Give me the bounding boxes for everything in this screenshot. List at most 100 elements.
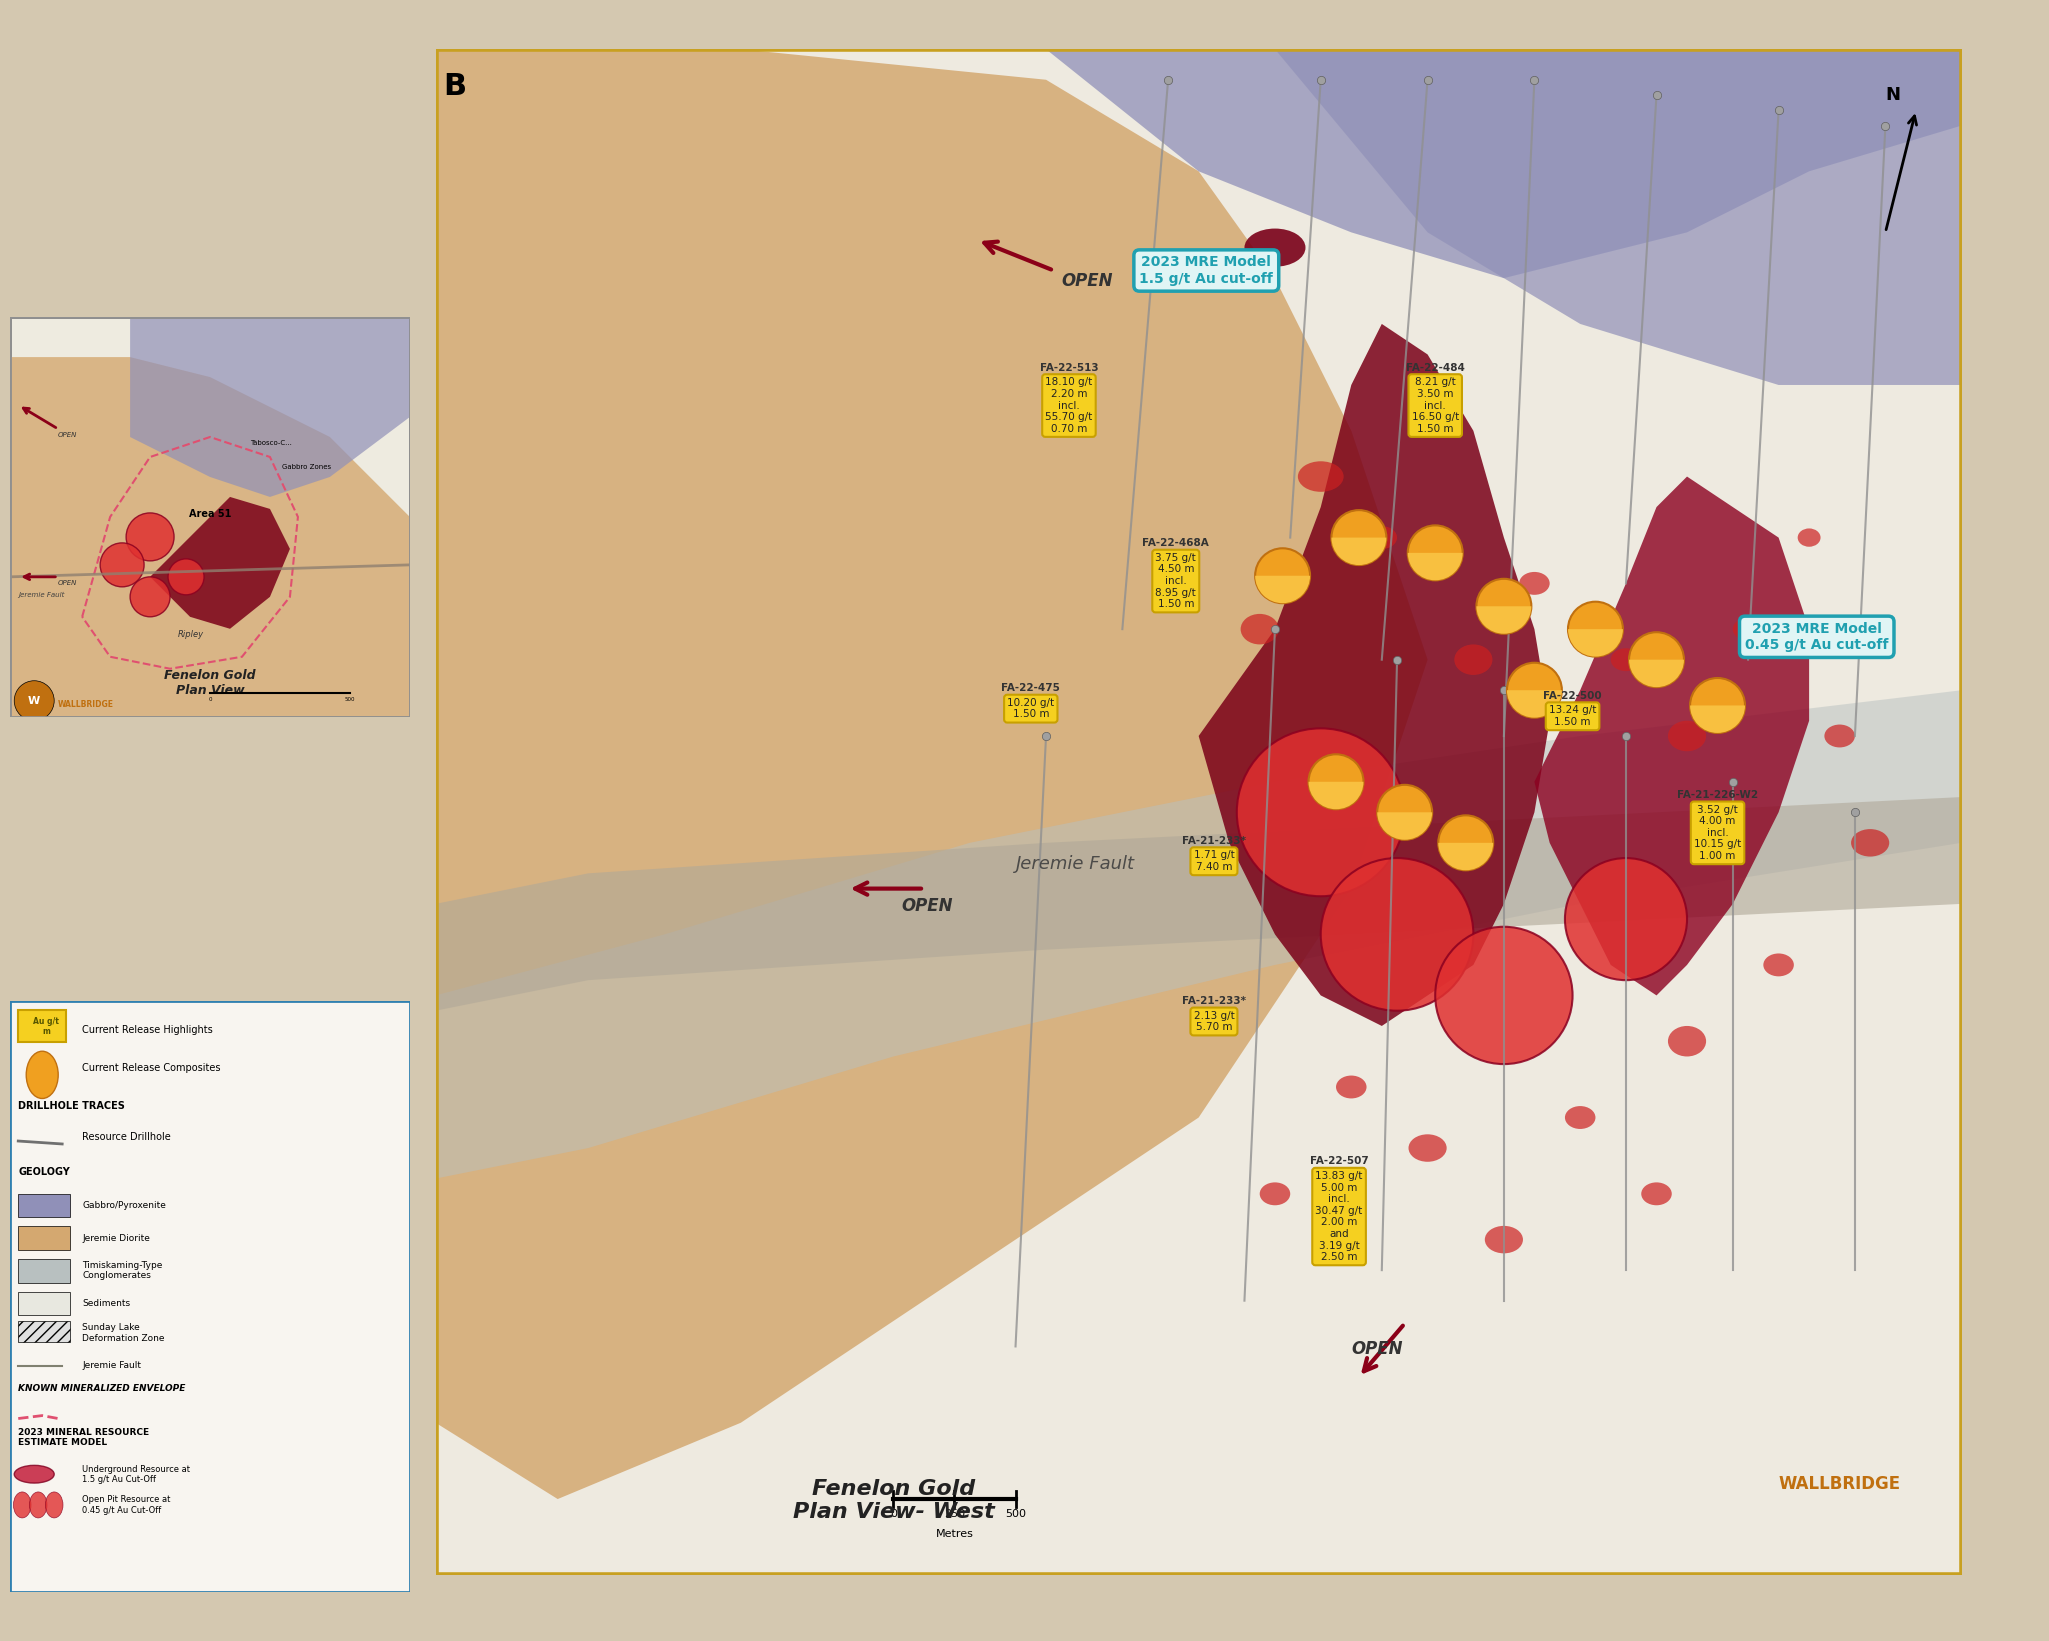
Wedge shape [1477,606,1531,633]
Ellipse shape [1565,1106,1596,1129]
Circle shape [1322,858,1473,1011]
Circle shape [14,681,53,720]
Circle shape [1434,927,1572,1063]
Bar [18,1259,70,1283]
Text: 13.83 g/t
5.00 m
incl.
30.47 g/t
2.00 m
and
3.19 g/t
2.50 m: 13.83 g/t 5.00 m incl. 30.47 g/t 2.00 m … [1315,1172,1363,1262]
Wedge shape [1377,812,1432,840]
Text: Metres: Metres [936,1529,973,1539]
Circle shape [1629,632,1684,688]
Polygon shape [1199,323,1549,1026]
Polygon shape [1535,476,1809,996]
Ellipse shape [1486,1226,1522,1254]
Ellipse shape [1367,527,1397,550]
Circle shape [1309,755,1363,809]
Text: 1.71 g/t
7.40 m: 1.71 g/t 7.40 m [1195,850,1233,871]
Text: 8.21 g/t
3.50 m
incl.
16.50 g/t
1.50 m: 8.21 g/t 3.50 m incl. 16.50 g/t 1.50 m [1412,377,1459,433]
Text: OPEN: OPEN [1061,272,1113,290]
Polygon shape [436,49,1961,1575]
Ellipse shape [14,1465,53,1483]
Text: W: W [29,696,41,706]
Circle shape [1477,579,1531,633]
Polygon shape [150,497,291,629]
Wedge shape [1438,843,1494,870]
Circle shape [1377,784,1432,840]
Text: 3.75 g/t
4.50 m
incl.
8.95 g/t
1.50 m: 3.75 g/t 4.50 m incl. 8.95 g/t 1.50 m [1156,553,1197,609]
Circle shape [127,514,174,561]
Text: 0: 0 [889,1510,897,1520]
Text: FA-21-226-W2: FA-21-226-W2 [1676,789,1758,801]
Ellipse shape [1797,528,1822,546]
Text: Underground Resource at
1.5 g/t Au Cut-Off: Underground Resource at 1.5 g/t Au Cut-O… [82,1464,191,1483]
Text: Current Release Composites: Current Release Composites [82,1063,221,1073]
Wedge shape [1567,629,1623,656]
Text: B: B [443,72,467,102]
Ellipse shape [1733,617,1764,640]
Polygon shape [10,358,410,717]
Wedge shape [1408,553,1463,581]
Bar [18,1009,66,1042]
Text: FA-22-513: FA-22-513 [1039,363,1098,373]
Circle shape [1332,510,1387,565]
Text: 0: 0 [209,697,211,702]
Circle shape [29,1492,47,1518]
Text: N: N [1885,85,1901,103]
Text: Gabbro Zones: Gabbro Zones [283,464,332,469]
Ellipse shape [1240,614,1279,645]
Text: OPEN: OPEN [902,898,953,916]
Text: FA-22-475: FA-22-475 [1002,683,1059,693]
Circle shape [1238,729,1406,896]
Circle shape [1690,678,1746,734]
Circle shape [1506,663,1561,717]
Ellipse shape [1611,648,1641,671]
Ellipse shape [1260,1183,1291,1204]
Circle shape [27,1052,57,1098]
Text: Sediments: Sediments [82,1298,131,1308]
Text: FA-22-484: FA-22-484 [1406,363,1465,373]
Text: WALLBRIDGE: WALLBRIDGE [57,699,115,709]
Text: Ripley: Ripley [178,630,205,638]
Text: Current Release Highlights: Current Release Highlights [82,1024,213,1034]
Circle shape [1256,548,1309,604]
Text: 2023 MRE Model
1.5 g/t Au cut-off: 2023 MRE Model 1.5 g/t Au cut-off [1139,256,1272,286]
Text: DRILLHOLE TRACES: DRILLHOLE TRACES [18,1101,125,1111]
Ellipse shape [1668,720,1707,752]
Text: 2023 MRE Model
0.45 g/t Au cut-off: 2023 MRE Model 0.45 g/t Au cut-off [1746,622,1889,651]
Text: Sunday Lake
Deformation Zone: Sunday Lake Deformation Zone [82,1323,164,1342]
Bar [18,1321,70,1342]
Wedge shape [1309,781,1363,809]
Text: OPEN: OPEN [57,579,78,586]
Text: 500: 500 [344,697,354,702]
Text: Open Pit Resource at
0.45 g/t Au Cut-Off: Open Pit Resource at 0.45 g/t Au Cut-Off [82,1495,170,1515]
Ellipse shape [1244,228,1305,267]
Text: Jeremie Fault: Jeremie Fault [1016,855,1135,873]
Wedge shape [1690,706,1746,734]
Text: Gabbro/Pyroxenite: Gabbro/Pyroxenite [82,1201,166,1209]
Text: 2.13 g/t
5.70 m: 2.13 g/t 5.70 m [1195,1011,1233,1032]
Text: 3.52 g/t
4.00 m
incl.
10.15 g/t
1.00 m: 3.52 g/t 4.00 m incl. 10.15 g/t 1.00 m [1695,804,1742,862]
Ellipse shape [1336,1075,1367,1098]
Ellipse shape [1518,573,1549,594]
Bar [18,1291,70,1314]
Text: KNOWN MINERALIZED ENVELOPE: KNOWN MINERALIZED ENVELOPE [18,1383,186,1393]
Text: Jeremie Fault: Jeremie Fault [18,592,66,597]
Text: Tabosco-C...: Tabosco-C... [250,440,291,446]
Text: 18.10 g/t
2.20 m
incl.
55.70 g/t
0.70 m: 18.10 g/t 2.20 m incl. 55.70 g/t 0.70 m [1045,377,1092,433]
Wedge shape [1332,538,1387,565]
Text: Jeremie Fault: Jeremie Fault [82,1360,141,1370]
Text: FA-22-500: FA-22-500 [1543,691,1602,701]
Text: Fenelon Gold
Plan View- West: Fenelon Gold Plan View- West [793,1479,994,1521]
Polygon shape [131,317,410,497]
Polygon shape [436,691,1961,1178]
Circle shape [14,1492,31,1518]
Text: Jeremie Diorite: Jeremie Diorite [82,1234,150,1242]
Polygon shape [1047,49,1961,277]
Bar [18,1193,70,1218]
Circle shape [45,1492,64,1518]
Text: FA-21-233*: FA-21-233* [1182,835,1246,845]
Ellipse shape [1297,461,1344,492]
Ellipse shape [1824,725,1854,747]
Circle shape [100,543,143,587]
Ellipse shape [1764,953,1793,976]
Ellipse shape [1455,645,1492,674]
Text: Au g/t
m: Au g/t m [33,1017,59,1035]
